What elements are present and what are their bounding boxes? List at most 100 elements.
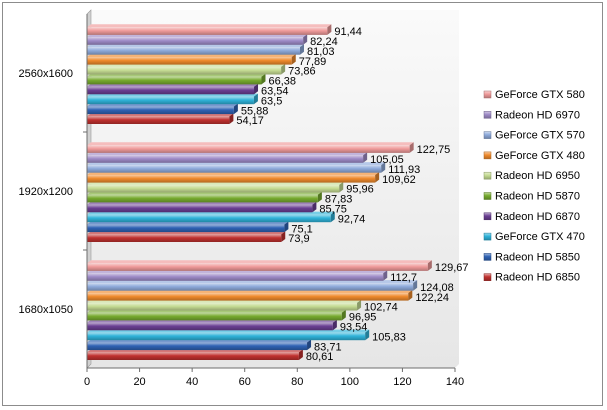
bar-end-radeon-hd-6950 (357, 299, 362, 311)
bar-top-geforce-gtx-580 (87, 24, 332, 28)
bars-group (87, 24, 432, 360)
bar-top-radeon-hd-6870 (87, 319, 337, 323)
legend-label-radeon-hd-5870: Radeon HD 5870 (495, 191, 580, 203)
value-label: 54,17 (236, 115, 264, 127)
value-label: 77,89 (299, 56, 327, 68)
bar-radeon-hd-6970 (87, 37, 304, 45)
bar-top-geforce-gtx-570 (87, 280, 418, 284)
bar-top-radeon-hd-6970 (87, 34, 308, 38)
value-label: 91,44 (334, 26, 362, 38)
bar-radeon-hd-6870 (87, 204, 313, 213)
bar-geforce-gtx-470 (87, 214, 331, 223)
bar-radeon-hd-5850 (87, 342, 308, 351)
value-label: 93,54 (340, 322, 368, 334)
bar-end-radeon-hd-5870 (317, 191, 322, 203)
bar-top-geforce-gtx-480 (87, 54, 296, 57)
value-label: 122,24 (415, 292, 449, 304)
bar-end-radeon-hd-6950 (339, 181, 344, 193)
value-label: 87,83 (325, 194, 353, 206)
legend-label-geforce-gtx-580: GeForce GTX 580 (495, 89, 585, 101)
bar-geforce-gtx-570 (87, 47, 300, 55)
legend-label-radeon-hd-5850: Radeon HD 5850 (495, 251, 580, 263)
bar-top-radeon-hd-5870 (87, 309, 346, 313)
value-label: 122,75 (417, 144, 451, 156)
value-label: 105,05 (370, 154, 404, 166)
x-tick-label: 100 (341, 376, 359, 388)
bar-top-radeon-hd-6850 (87, 231, 286, 235)
bar-top-radeon-hd-6970 (87, 152, 368, 156)
bar-geforce-gtx-470 (87, 332, 366, 341)
bar-geforce-gtx-480 (87, 57, 292, 65)
bar-end-radeon-hd-6970 (383, 270, 388, 281)
bar-top-geforce-gtx-470 (87, 329, 370, 333)
bar-radeon-hd-6850 (87, 116, 230, 124)
bar-top-radeon-hd-6870 (87, 83, 259, 87)
bar-end-geforce-gtx-470 (365, 329, 370, 341)
bar-end-radeon-hd-6870 (254, 83, 259, 95)
legend-swatch-radeon-hd-6870 (483, 212, 492, 221)
legend-label-radeon-hd-6870: Radeon HD 6870 (495, 211, 580, 223)
bar-end-geforce-gtx-480 (291, 54, 296, 65)
bar-radeon-hd-6950 (87, 184, 340, 193)
value-label: 63,54 (261, 86, 289, 98)
bar-geforce-gtx-480 (87, 175, 376, 183)
category-label: 2560x1600 (19, 68, 73, 80)
bar-radeon-hd-6950 (87, 66, 282, 75)
bar-top-radeon-hd-6850 (87, 349, 303, 353)
bar-top-radeon-hd-5870 (87, 73, 266, 77)
bar-radeon-hd-6970 (87, 155, 364, 163)
bar-top-radeon-hd-6870 (87, 201, 317, 205)
x-tick-label: 60 (239, 376, 251, 388)
bar-radeon-hd-6850 (87, 352, 299, 360)
value-label: 105,83 (372, 331, 406, 343)
bar-radeon-hd-5850 (87, 224, 285, 233)
bar-end-radeon-hd-6970 (363, 152, 368, 163)
bar-end-geforce-gtx-580 (409, 142, 414, 153)
bar-end-radeon-hd-5850 (233, 103, 238, 115)
bar-end-radeon-hd-6970 (303, 34, 308, 45)
bar-radeon-hd-5870 (87, 76, 262, 85)
value-label: 124,08 (420, 282, 454, 294)
bar-top-radeon-hd-5850 (87, 103, 238, 107)
value-label: 63,5 (261, 95, 282, 107)
value-label: 85,75 (319, 204, 347, 216)
bar-end-radeon-hd-6850 (229, 113, 234, 124)
bar-geforce-gtx-580 (87, 145, 410, 153)
legend-swatch-geforce-gtx-580 (483, 90, 492, 99)
legend-swatch-geforce-gtx-470 (483, 232, 492, 241)
bar-end-geforce-gtx-580 (327, 24, 332, 35)
bar-geforce-gtx-580 (87, 263, 428, 271)
legend-label-radeon-hd-6950: Radeon HD 6950 (495, 170, 580, 182)
legend-swatch-geforce-gtx-480 (483, 151, 492, 160)
bar-end-geforce-gtx-570 (413, 280, 418, 291)
bar-geforce-gtx-470 (87, 96, 254, 105)
legend-swatch-geforce-gtx-570 (483, 131, 492, 139)
value-label: 95,96 (346, 184, 374, 196)
bar-radeon-hd-6850 (87, 234, 282, 242)
value-labels-group: 54,1755,8863,563,5466,3873,8677,8981,038… (236, 26, 468, 363)
bar-end-geforce-gtx-470 (330, 211, 335, 223)
value-label: 96,95 (349, 312, 377, 324)
legend-swatch-radeon-hd-6950 (483, 171, 492, 180)
value-label: 82,24 (310, 36, 338, 48)
x-tick-label: 120 (393, 376, 411, 388)
bar-top-radeon-hd-6950 (87, 181, 344, 185)
bar-end-radeon-hd-5870 (341, 309, 346, 321)
bar-end-radeon-hd-5870 (261, 73, 266, 85)
bar-end-radeon-hd-6870 (312, 201, 317, 213)
bar-geforce-gtx-480 (87, 293, 409, 301)
bar-top-geforce-gtx-580 (87, 260, 432, 264)
value-label: 81,03 (307, 46, 335, 58)
x-tick-label: 0 (84, 376, 90, 388)
bar-top-geforce-gtx-480 (87, 290, 413, 293)
bar-top-radeon-hd-6950 (87, 63, 286, 67)
x-tick-label: 40 (186, 376, 198, 388)
bar-radeon-hd-5850 (87, 106, 234, 115)
legend-swatch-radeon-hd-6850 (483, 273, 492, 281)
bar-geforce-gtx-570 (87, 165, 382, 173)
bar-radeon-hd-6870 (87, 322, 333, 331)
value-label: 73,86 (288, 66, 316, 78)
bar-end-geforce-gtx-470 (253, 93, 258, 105)
legend-swatch-radeon-hd-5870 (483, 192, 492, 200)
bar-radeon-hd-5870 (87, 194, 318, 203)
